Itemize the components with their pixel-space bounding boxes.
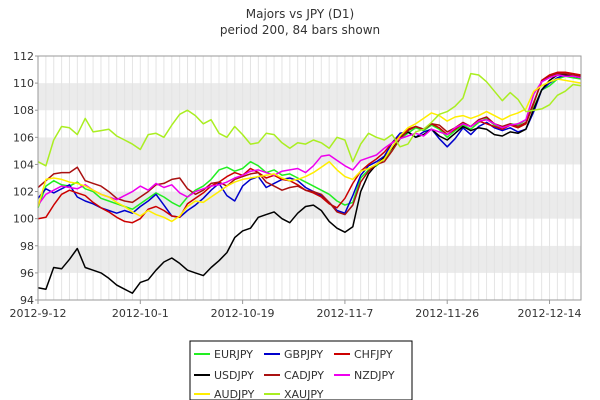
legend-label: AUDJPY <box>214 388 255 400</box>
y-tick-label: 102 <box>13 186 34 199</box>
x-tick-label: 2012-11-7 <box>316 307 373 320</box>
y-tick-label: 112 <box>13 50 34 63</box>
series-line-cadjpy <box>37 72 582 216</box>
legend-label: XAUJPY <box>284 388 324 400</box>
x-tick-label: 2012-12-14 <box>518 307 582 320</box>
x-tick-label: 2012-10-1 <box>112 307 169 320</box>
series-line-audjpy <box>37 78 582 223</box>
grid-band <box>38 218 581 246</box>
grid-band <box>38 56 581 84</box>
y-tick-label: 104 <box>13 158 34 171</box>
legend-label: USDJPY <box>214 369 254 382</box>
y-axis: 94 96 98 100 102 104 106 108 110 112 <box>13 50 38 307</box>
y-tick-label: 100 <box>13 213 34 226</box>
x-tick-label: 2012-10-19 <box>211 307 275 320</box>
y-tick-label: 106 <box>13 131 34 144</box>
vertical-gridlines <box>37 56 582 300</box>
plot-background-bands <box>38 56 581 300</box>
y-tick-label: 108 <box>13 104 34 117</box>
series-lines <box>37 71 582 294</box>
y-tick-label: 98 <box>20 240 34 253</box>
y-tick-label: 94 <box>20 294 34 307</box>
grid-band <box>38 272 581 300</box>
legend-label: NZDJPY <box>354 369 395 382</box>
chart-subtitle: period 200, 84 bars shown <box>220 23 380 37</box>
grid-band <box>38 245 581 273</box>
grid-band <box>38 110 581 138</box>
series-line-nzdjpy <box>37 74 582 206</box>
legend-label: CHFJPY <box>354 348 393 361</box>
x-tick-label: 2012-9-12 <box>10 307 67 320</box>
series-line-xaujpy <box>37 72 582 167</box>
x-tick-label: 2012-11-26 <box>415 307 479 320</box>
series-line-usdjpy <box>37 74 582 294</box>
x-axis: 2012-9-12 2012-10-1 2012-10-19 2012-11-7 201… <box>10 300 582 320</box>
y-tick-label: 96 <box>20 267 34 280</box>
legend: EURJPY GBPJPY CHFJPY USDJPY CADJPY NZDJPY AUDJ… <box>189 340 413 400</box>
y-tick-label: 110 <box>13 77 34 90</box>
plot-frame <box>37 55 582 301</box>
legend-box <box>189 340 413 400</box>
legend-label: GBPJPY <box>284 348 323 361</box>
legend-label: EURJPY <box>214 348 253 361</box>
chart-title: Majors vs JPY (D1) <box>246 7 354 21</box>
legend-label: CADJPY <box>284 369 324 382</box>
